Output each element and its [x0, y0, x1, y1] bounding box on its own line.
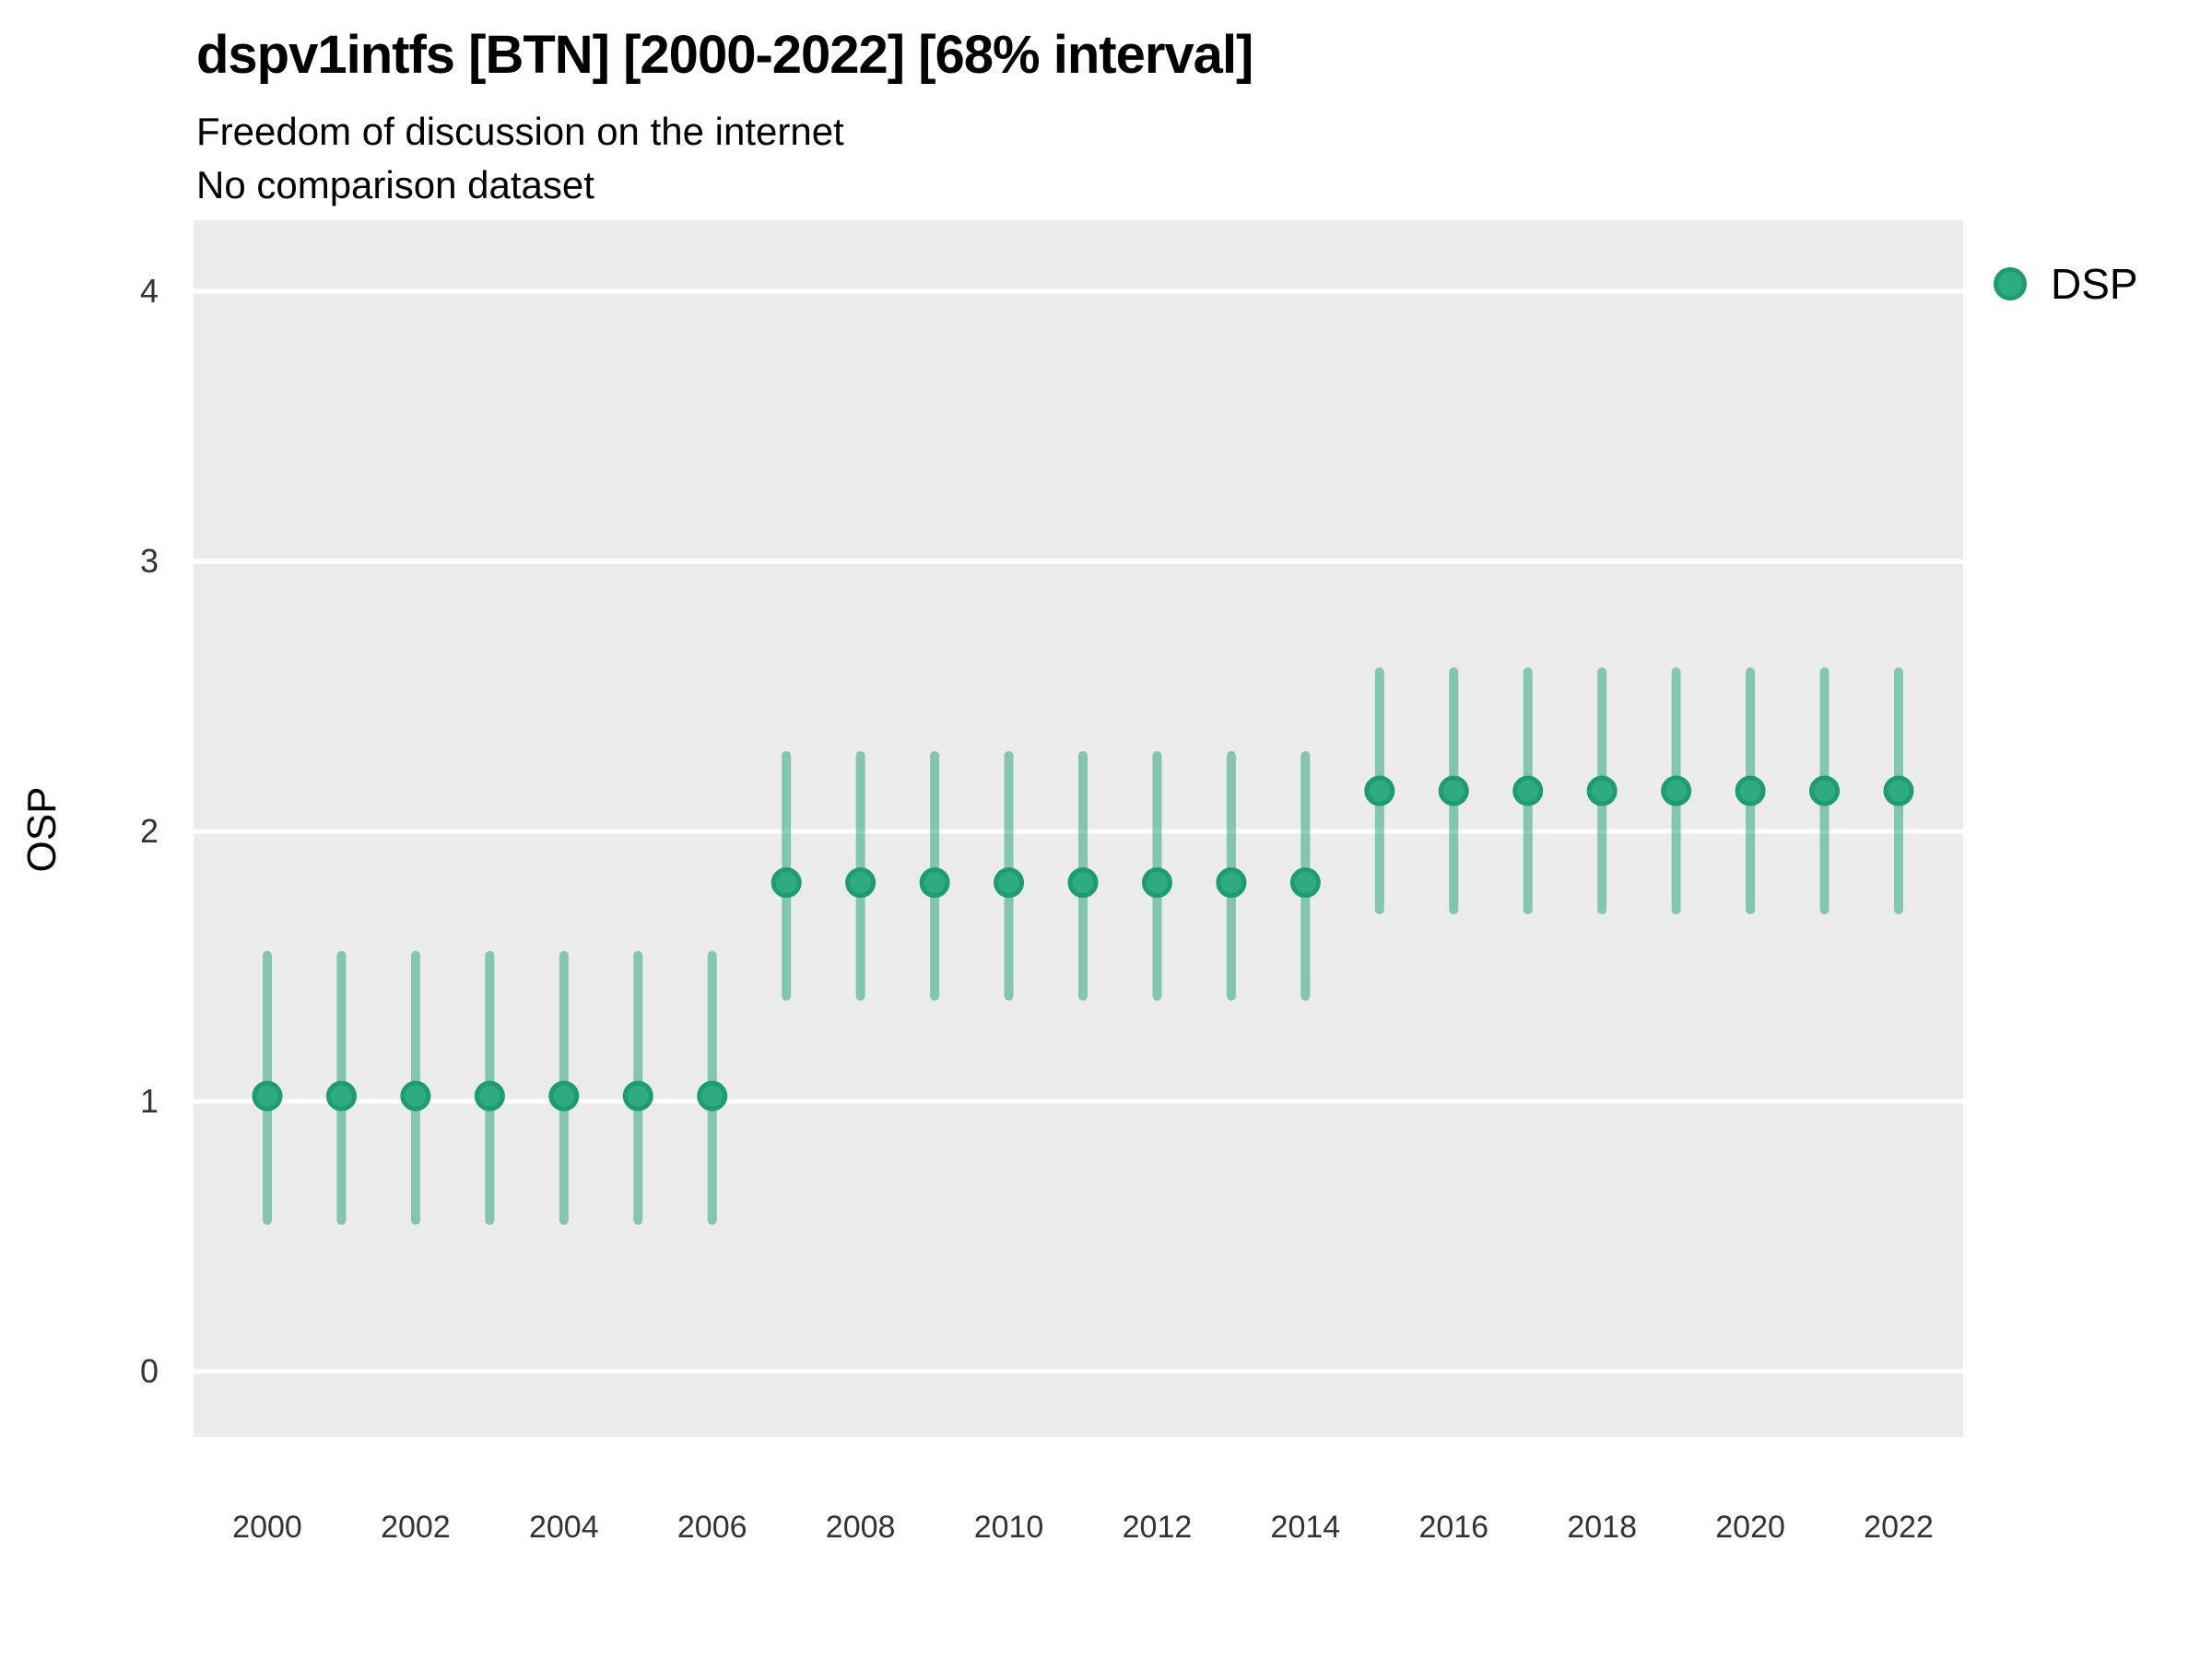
chart-subtitle: Freedom of discussion on the internet [196, 110, 844, 153]
point-2003 [474, 1080, 505, 1112]
x-tick-2016: 2016 [1418, 1510, 1489, 1545]
y-tick-1: 1 [139, 1082, 159, 1120]
point-2009 [919, 867, 950, 899]
y-tick-2: 2 [139, 812, 159, 850]
x-tick-2004: 2004 [528, 1510, 599, 1545]
point-2011 [1067, 867, 1099, 899]
point-2010 [994, 867, 1025, 899]
x-tick-2006: 2006 [677, 1510, 747, 1545]
legend-label: DSP [2051, 260, 2138, 308]
y-tick-4: 4 [139, 272, 159, 310]
point-2022 [1883, 775, 1914, 806]
x-tick-2014: 2014 [1270, 1510, 1341, 1545]
point-2008 [845, 867, 877, 899]
point-2005 [622, 1080, 653, 1112]
chart-title: dspv1intfs [BTN] [2000-2022] [68% interv… [196, 25, 1253, 85]
x-tick-2022: 2022 [1864, 1510, 1934, 1545]
legend: DSP [1994, 259, 2138, 309]
point-2020 [1735, 775, 1766, 806]
point-2016 [1438, 775, 1469, 806]
point-2004 [548, 1080, 580, 1112]
point-2015 [1364, 775, 1395, 806]
x-tick-2018: 2018 [1567, 1510, 1637, 1545]
x-tick-2020: 2020 [1715, 1510, 1785, 1545]
point-2002 [400, 1080, 431, 1112]
point-2019 [1661, 775, 1692, 806]
point-2000 [252, 1080, 283, 1112]
point-2017 [1512, 775, 1544, 806]
legend-point-icon [1994, 267, 2027, 300]
x-tick-2002: 2002 [381, 1510, 451, 1545]
point-2012 [1141, 867, 1172, 899]
point-2001 [325, 1080, 357, 1112]
chart-note: No comparison dataset [196, 163, 594, 206]
x-tick-2000: 2000 [232, 1510, 302, 1545]
y-tick-3: 3 [139, 542, 159, 580]
x-tick-2012: 2012 [1122, 1510, 1193, 1545]
y-tick-0: 0 [139, 1352, 159, 1390]
point-2007 [771, 867, 802, 899]
point-2021 [1809, 775, 1841, 806]
x-tick-2010: 2010 [973, 1510, 1044, 1545]
point-2013 [1216, 867, 1247, 899]
x-tick-2008: 2008 [825, 1510, 896, 1545]
point-2014 [1289, 867, 1321, 899]
point-2006 [697, 1080, 728, 1112]
point-2018 [1586, 775, 1618, 806]
